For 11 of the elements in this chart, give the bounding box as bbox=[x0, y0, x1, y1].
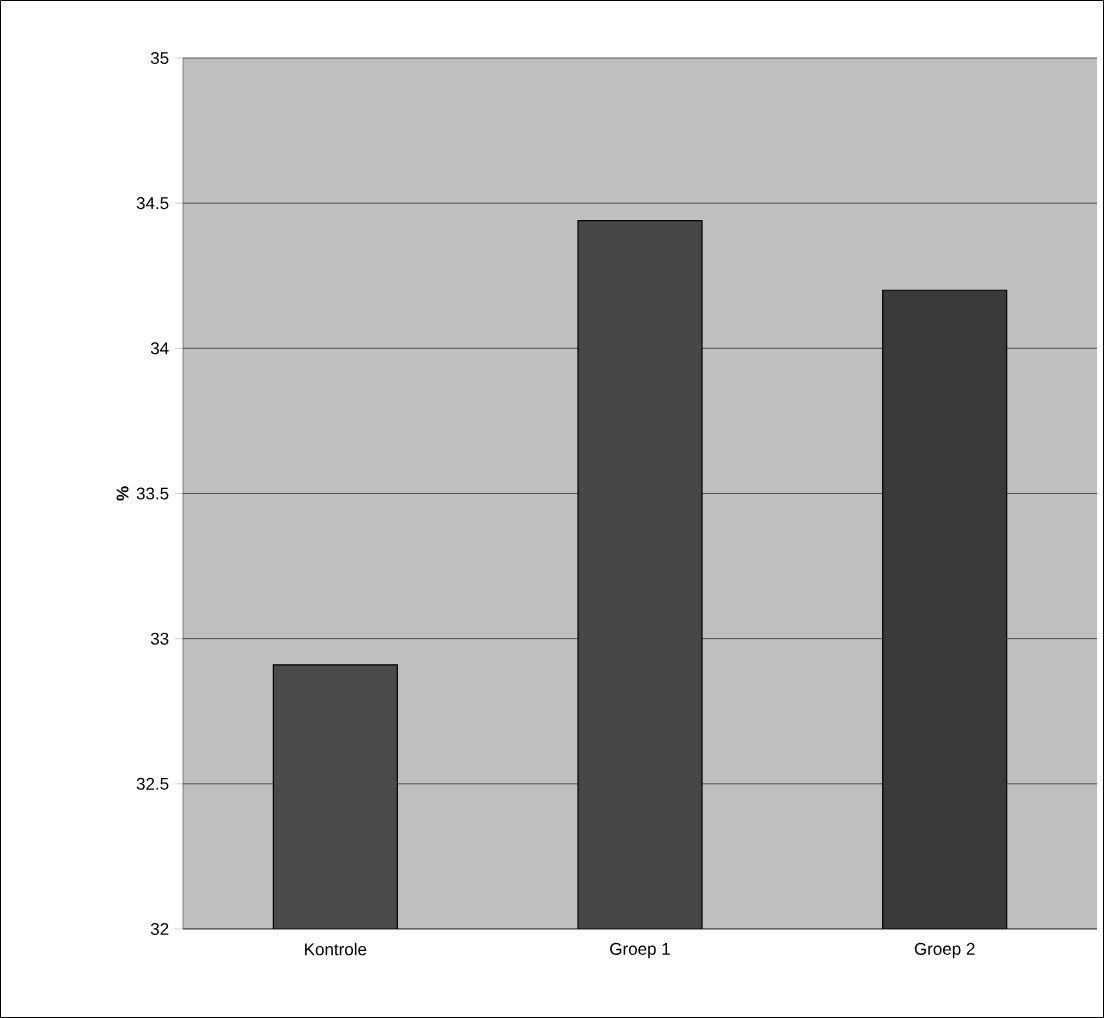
y-tick-label: 34.5 bbox=[136, 197, 169, 210]
y-tick-label: 33 bbox=[150, 632, 169, 645]
y-tick-label: 33.5 bbox=[136, 487, 169, 500]
y-tick-label: 34 bbox=[150, 342, 169, 355]
x-tick-label: Groep 2 bbox=[914, 942, 975, 959]
y-tick-label: 35 bbox=[150, 51, 169, 64]
y-tick-label: 32.5 bbox=[136, 777, 169, 790]
x-tick-label: Kontrole bbox=[305, 942, 367, 956]
y-axis-title: % bbox=[116, 486, 129, 501]
x-tick-label: Groep 1 bbox=[610, 942, 670, 959]
y-tick-label: 32 bbox=[150, 922, 169, 936]
